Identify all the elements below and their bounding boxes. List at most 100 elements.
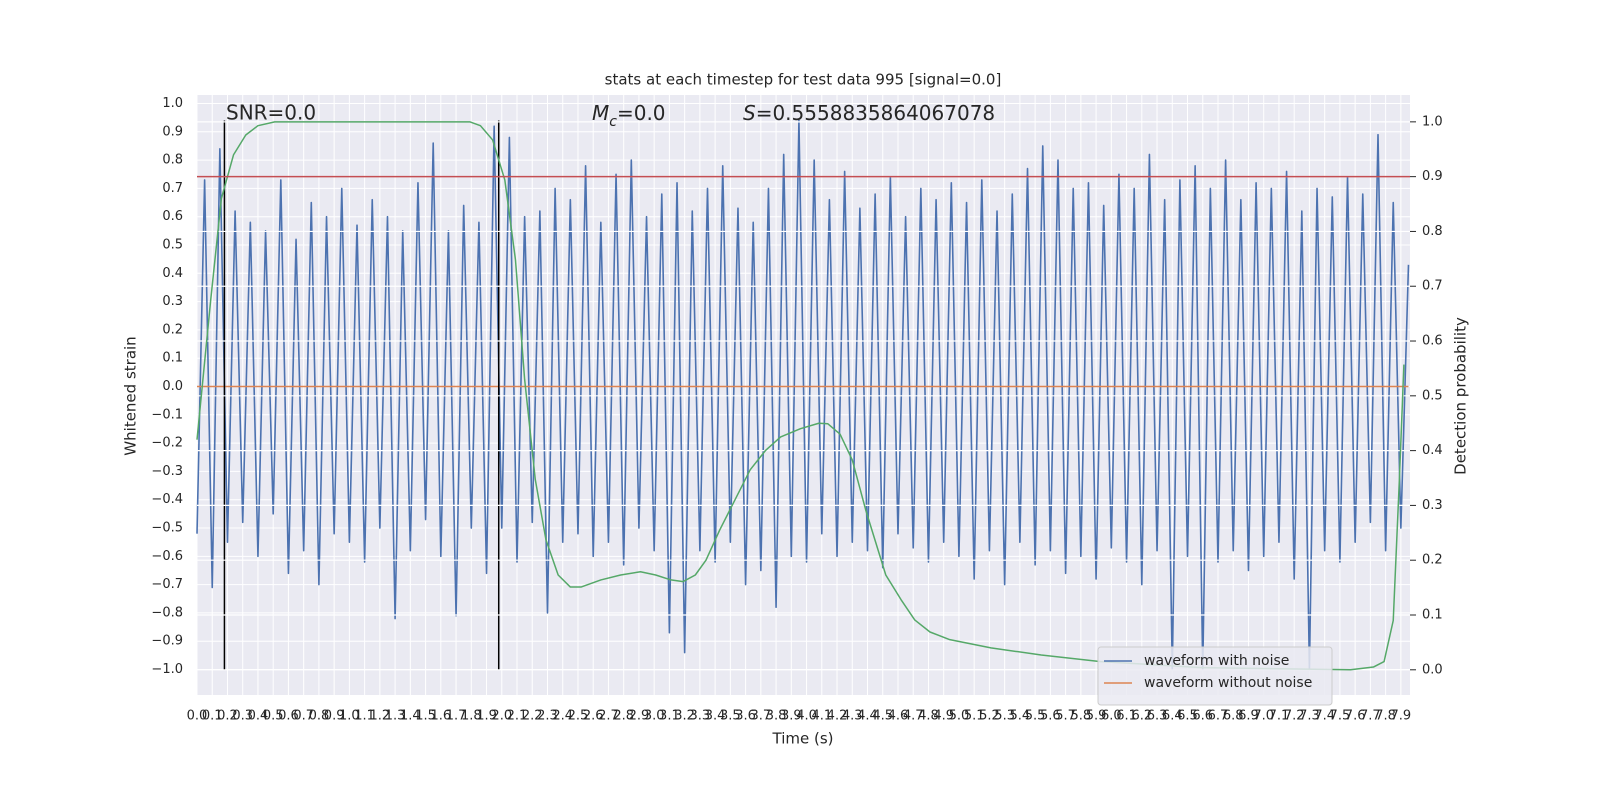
y2-tick-label: 0.4 — [1422, 443, 1443, 458]
mc-annotation: Mc=0.0 — [592, 101, 666, 131]
x-tick-label: 5.7 — [1055, 709, 1076, 724]
x-tick-label: 1.6 — [430, 709, 451, 724]
x-tick-label: 2.2 — [522, 709, 543, 724]
x-tick-label: 6.2 — [1131, 709, 1152, 724]
x-tick-label: 6.7 — [1208, 709, 1229, 724]
x-tick-label: 5.9 — [1086, 709, 1107, 724]
x-tick-label: 2.5 — [568, 709, 589, 724]
y-tick-label: 0.4 — [162, 266, 183, 281]
y-tick-label: 0.1 — [162, 351, 183, 366]
x-tick-label: 3.3 — [690, 709, 711, 724]
y-axis-label: Whitened strain — [122, 336, 140, 455]
x-tick-label: 0.1 — [202, 709, 223, 724]
y-tick-label: −0.4 — [151, 492, 183, 507]
x-tick-label: 0.2 — [217, 709, 238, 724]
x-tick-label: 1.2 — [370, 709, 391, 724]
x-tick-label: 1.4 — [400, 709, 421, 724]
x-axis-label: Time (s) — [772, 730, 834, 748]
legend-label: waveform with noise — [1144, 653, 1289, 669]
x-tick-label: 4.8 — [918, 709, 939, 724]
x-tick-label: 3.4 — [705, 709, 726, 724]
y2-tick-label: 1.0 — [1422, 114, 1443, 129]
x-tick-label: 2.8 — [613, 709, 634, 724]
y-tick-label: −0.2 — [151, 436, 183, 451]
y-tick-label: −1.0 — [151, 662, 183, 677]
y-tick-label: −0.5 — [151, 521, 183, 536]
y-tick-label: −0.1 — [151, 407, 183, 422]
y-tick-label: 0.2 — [162, 322, 183, 337]
mc-symbol: M — [592, 101, 609, 125]
x-tick-label: 1.9 — [476, 709, 497, 724]
x-tick-label: 4.4 — [857, 709, 878, 724]
mc-subscript: c — [609, 114, 617, 130]
x-tick-label: 2.6 — [583, 709, 604, 724]
legend-box — [1097, 646, 1333, 706]
y2-tick-label: 0.9 — [1422, 169, 1443, 184]
x-tick-label: 4.2 — [827, 709, 848, 724]
x-tick-label: 3.1 — [659, 709, 680, 724]
y-tick-label: 0.7 — [162, 181, 183, 196]
x-tick-label: 5.8 — [1071, 709, 1092, 724]
x-tick-label: 6.6 — [1192, 709, 1213, 724]
x-tick-label: 7.0 — [1253, 709, 1274, 724]
x-tick-label: 7.2 — [1284, 709, 1305, 724]
y-tick-label: −0.7 — [151, 577, 183, 592]
y2-tick-label: 0.7 — [1422, 279, 1443, 294]
x-tick-label: 0.9 — [324, 709, 345, 724]
y2-tick-label: 0.2 — [1422, 553, 1443, 568]
s-text: =0.5558835864067078 — [756, 101, 995, 125]
x-tick-label: 1.0 — [339, 709, 360, 724]
x-tick-label: 0.6 — [278, 709, 299, 724]
s-symbol: S — [743, 101, 756, 125]
chart-title: stats at each timestep for test data 995… — [605, 71, 1002, 89]
y2-tick-label: 0.3 — [1422, 498, 1443, 513]
y2-axis-label: Detection probability — [1452, 317, 1470, 475]
y-tick-label: −0.6 — [151, 549, 183, 564]
x-tick-label: 5.5 — [1025, 709, 1046, 724]
snr-annotation: SNR=0.0 — [226, 101, 316, 125]
x-tick-label: 4.7 — [903, 709, 924, 724]
x-tick-label: 0.0 — [187, 709, 208, 724]
y-tick-label: 0.9 — [162, 124, 183, 139]
x-tick-label: 3.5 — [720, 709, 741, 724]
x-tick-label: 6.9 — [1238, 709, 1259, 724]
x-tick-label: 6.5 — [1177, 709, 1198, 724]
x-tick-label: 0.3 — [232, 709, 253, 724]
x-tick-label: 7.3 — [1299, 709, 1320, 724]
plot-area — [196, 95, 1410, 695]
x-tick-label: 4.0 — [796, 709, 817, 724]
x-tick-label: 5.2 — [979, 709, 1000, 724]
x-tick-label: 1.7 — [446, 709, 467, 724]
x-tick-label: 2.0 — [491, 709, 512, 724]
x-tick-label: 3.2 — [674, 709, 695, 724]
x-tick-label: 7.9 — [1391, 709, 1412, 724]
x-tick-label: 2.3 — [537, 709, 558, 724]
x-tick-label: 1.1 — [354, 709, 375, 724]
legend-label: waveform without noise — [1144, 675, 1312, 691]
x-tick-label: 0.8 — [309, 709, 330, 724]
x-tick-label: 6.3 — [1147, 709, 1168, 724]
x-tick-label: 3.9 — [781, 709, 802, 724]
y-tick-label: 1.0 — [162, 96, 183, 111]
x-tick-label: 0.7 — [293, 709, 314, 724]
x-tick-label: 7.6 — [1345, 709, 1366, 724]
x-tick-label: 4.3 — [842, 709, 863, 724]
x-tick-label: 5.1 — [964, 709, 985, 724]
y-tick-label: −0.3 — [151, 464, 183, 479]
x-tick-label: 6.0 — [1101, 709, 1122, 724]
x-tick-label: 3.0 — [644, 709, 665, 724]
y-tick-label: 0.6 — [162, 209, 183, 224]
x-tick-label: 1.5 — [415, 709, 436, 724]
x-tick-label: 2.9 — [629, 709, 650, 724]
y2-tick-label: 0.6 — [1422, 334, 1443, 349]
x-tick-label: 1.8 — [461, 709, 482, 724]
legend: waveform with noise waveform without nois… — [1097, 646, 1333, 706]
x-tick-label: 7.5 — [1330, 709, 1351, 724]
y2-tick-label: 0.1 — [1422, 608, 1443, 623]
x-tick-label: 3.8 — [766, 709, 787, 724]
y2-tick-label: 0.0 — [1422, 662, 1443, 677]
x-tick-label: 4.5 — [872, 709, 893, 724]
y-tick-label: 0.8 — [162, 153, 183, 168]
y-tick-label: −0.8 — [151, 605, 183, 620]
